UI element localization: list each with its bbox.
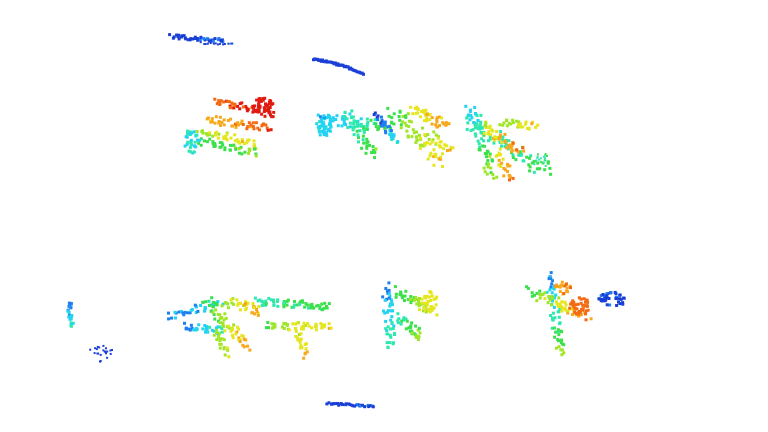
streak-top-center — [312, 57, 365, 76]
plant-upper-left — [183, 96, 276, 158]
plant-lower-center — [381, 281, 439, 350]
fragment-far-left — [66, 301, 113, 363]
plant-lower-right — [525, 271, 626, 357]
streak-bottom-center — [325, 401, 375, 409]
plant-upper-right — [464, 104, 553, 182]
plant-lower-left — [167, 296, 333, 360]
plant-upper-center — [315, 105, 455, 168]
streak-top-left — [168, 33, 234, 46]
